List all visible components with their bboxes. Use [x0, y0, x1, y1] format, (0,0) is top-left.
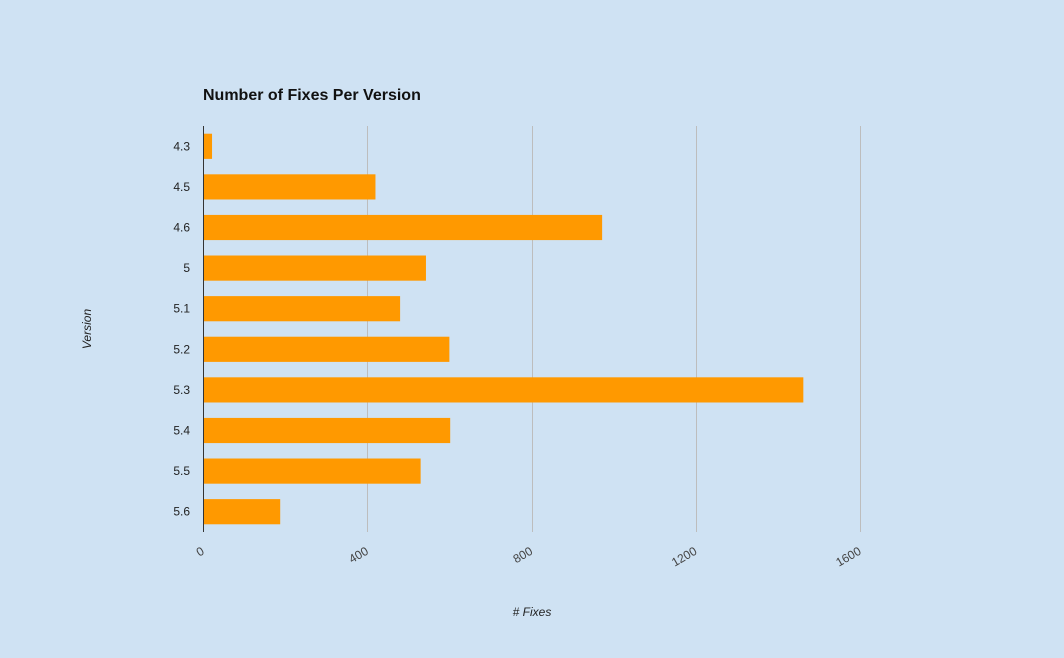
category-label: 5.4: [173, 424, 190, 438]
category-label: 4.3: [173, 139, 190, 153]
x-tick-label: 1200: [669, 544, 699, 570]
category-labels: 4.3 4.5 4.6 5 5.1 5.2 5.3 5.4 5.5 5.6: [173, 139, 190, 518]
x-tick-label: 400: [346, 544, 371, 566]
category-label: 5.2: [173, 342, 190, 356]
x-tick-label: 0: [194, 544, 207, 560]
category-label: 5.6: [173, 505, 190, 519]
chart-title: Number of Fixes Per Version: [203, 87, 421, 104]
bars: [203, 133, 804, 525]
y-axis-title: Version: [80, 309, 94, 350]
category-label: 4.5: [173, 180, 190, 194]
category-label: 5: [183, 261, 190, 275]
bar-4.3[interactable]: [203, 133, 213, 159]
category-label: 5.3: [173, 383, 190, 397]
bar-5[interactable]: [203, 255, 426, 281]
x-axis-title: # Fixes: [513, 605, 552, 619]
category-label: 5.1: [173, 302, 190, 316]
bar-5.5[interactable]: [203, 458, 421, 484]
x-tick-label: 1600: [833, 544, 863, 570]
bar-5.6[interactable]: [203, 499, 281, 525]
bar-4.6[interactable]: [203, 214, 603, 241]
category-label: 4.6: [173, 221, 190, 235]
bar-5.4[interactable]: [203, 417, 451, 444]
bar-4.5[interactable]: [203, 174, 376, 200]
x-tick-labels: 0 400 800 1200 1600: [194, 544, 864, 570]
x-tick-label: 800: [511, 544, 536, 566]
bar-5.2[interactable]: [203, 336, 450, 362]
category-label: 5.5: [173, 464, 190, 478]
bar-5.1[interactable]: [203, 296, 401, 322]
bar-5.3[interactable]: [203, 377, 804, 403]
gridlines: [367, 126, 861, 532]
